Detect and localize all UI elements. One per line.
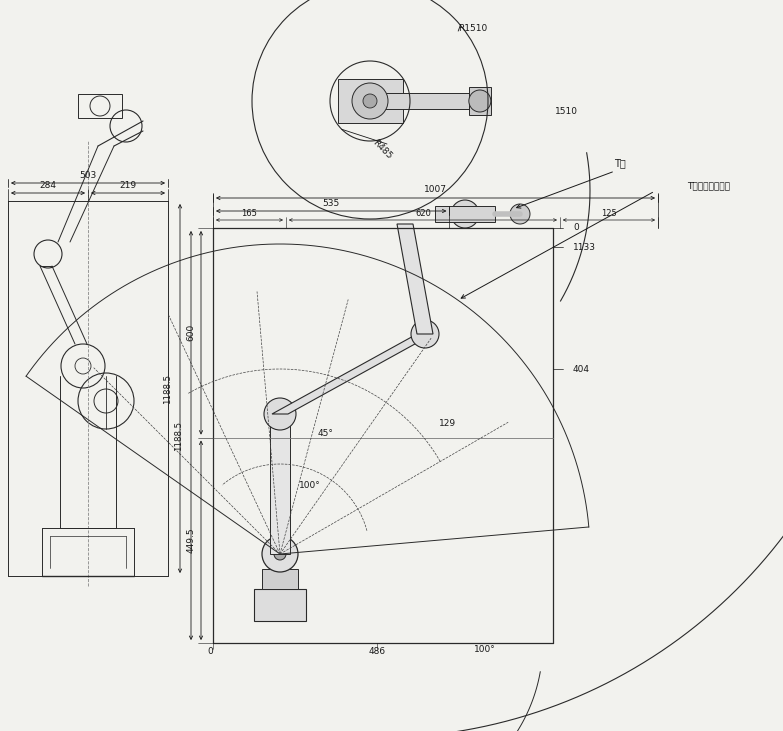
Circle shape (451, 200, 479, 228)
Text: 45°: 45° (317, 430, 333, 439)
Bar (469, 87, 491, 115)
Text: 0: 0 (573, 224, 579, 232)
Text: R1510: R1510 (458, 23, 487, 33)
Text: 100°: 100° (299, 482, 321, 491)
Circle shape (363, 94, 377, 108)
Text: 284: 284 (39, 181, 56, 189)
Text: 486: 486 (369, 646, 386, 656)
Text: 0: 0 (207, 646, 213, 656)
Circle shape (264, 398, 296, 430)
Text: 129: 129 (439, 420, 456, 428)
Text: 1007: 1007 (424, 186, 447, 194)
Text: R485: R485 (370, 137, 393, 160)
Text: 1133: 1133 (573, 243, 596, 252)
Text: 620: 620 (415, 210, 431, 219)
Circle shape (411, 320, 439, 348)
Text: 600: 600 (186, 324, 196, 341)
Circle shape (510, 204, 530, 224)
Bar (78, 94, 122, 118)
Text: 219: 219 (120, 181, 136, 189)
Text: 1188.5: 1188.5 (164, 374, 172, 404)
Bar (270, 424, 290, 554)
Text: 1510: 1510 (555, 107, 578, 115)
Text: 535: 535 (323, 199, 340, 208)
Bar (262, 569, 298, 589)
Circle shape (469, 90, 491, 112)
Text: 1188.5: 1188.5 (175, 420, 183, 450)
Bar (338, 79, 403, 123)
Text: 125: 125 (601, 210, 617, 219)
Circle shape (262, 536, 298, 572)
Text: 404: 404 (573, 365, 590, 374)
Text: 503: 503 (79, 170, 96, 180)
Circle shape (352, 83, 388, 119)
Text: 449.5: 449.5 (186, 528, 196, 553)
Text: 100°: 100° (474, 645, 496, 654)
Polygon shape (272, 334, 433, 414)
Text: 165: 165 (241, 210, 258, 219)
Circle shape (274, 548, 286, 560)
Polygon shape (397, 224, 433, 334)
Text: T点最大运动范围: T点最大运动范围 (687, 181, 730, 191)
Bar (365, 93, 469, 109)
Text: T点: T点 (614, 158, 626, 168)
Bar (254, 589, 306, 621)
Bar (435, 206, 495, 222)
